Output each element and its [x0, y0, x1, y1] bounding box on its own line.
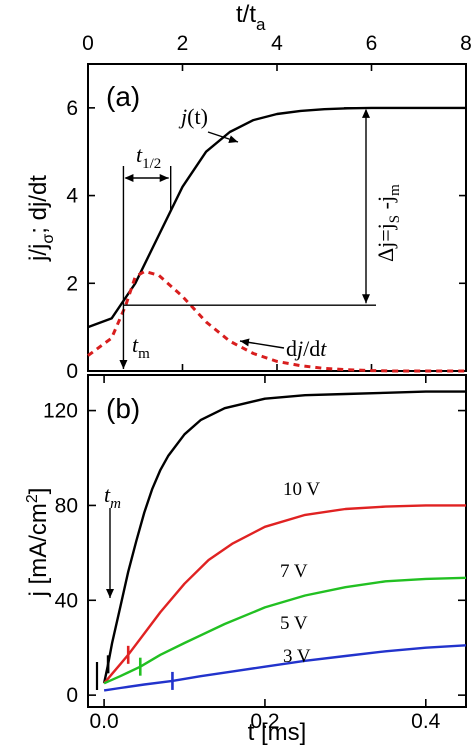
a-top-tick-label: 8 — [460, 32, 472, 55]
a-y-tick-label: 0 — [66, 360, 78, 383]
b-y-tick-label: 0 — [66, 684, 78, 707]
panel-a-y-axis-title: j/jσ; dj/dt — [25, 175, 57, 262]
panel-b-frame — [87, 374, 467, 708]
b-x-tick-label: 0.2 — [250, 710, 279, 733]
panel-a: 0 2 4 6 8 0 2 4 6 (a) t/ta j/jσ; dj/dt j(t) dj/d… — [25, 1, 472, 383]
series-label-3v: 3 V — [283, 646, 311, 667]
thalf-label: t1/2 — [136, 142, 161, 172]
b-y-tick-label: 120 — [43, 400, 78, 423]
djdt-leader-arrow — [239, 338, 285, 349]
delta-j-label: Δj=jS -jm — [373, 184, 403, 262]
series-line-5v — [103, 576, 467, 685]
panel-a-series — [87, 106, 466, 373]
panel-a-frame — [87, 63, 467, 372]
panel-a-annotations — [119, 107, 376, 369]
a-top-tick-label: 4 — [271, 32, 283, 55]
b-x-tick-label: 0.0 — [89, 710, 118, 733]
panel-b-y-axis-title: j [mA/cm2] — [24, 488, 52, 598]
a-top-tick-label: 6 — [366, 32, 378, 55]
b-x-tick-label: 0.4 — [411, 710, 441, 733]
panel-b-label: (b) — [106, 393, 140, 424]
panel-b-series — [102, 390, 467, 692]
djdt-label: dj/dt — [286, 336, 327, 361]
series-label-10v: 10 V — [283, 479, 320, 500]
a-top-tick-label: 0 — [82, 32, 94, 55]
panel-b-annotations — [95, 508, 114, 690]
series-label-7v: 7 V — [280, 561, 308, 582]
b-y-tick-label: 80 — [55, 494, 78, 517]
series-line-djdt — [87, 269, 466, 373]
a-y-tick-label: 2 — [66, 272, 78, 295]
jt-leader-arrow — [207, 131, 239, 143]
series-label-5v: 5 V — [280, 613, 308, 634]
b-y-tick-label: 40 — [55, 589, 78, 612]
panel-b-x-axis-title: t [ms] — [248, 719, 307, 746]
a-y-tick-label: 4 — [66, 185, 78, 208]
series-line-7v — [103, 504, 466, 685]
series-line-10v — [102, 390, 466, 684]
series-line-jt — [87, 106, 466, 329]
tm-label-b: tm — [104, 482, 121, 512]
a-y-tick-label: 6 — [66, 97, 78, 120]
panel-a-label: (a) — [106, 81, 140, 112]
panel-a-top-axis-title: t/ta — [236, 1, 266, 34]
panel-b-ticks: 0.0 0.2 0.4 0 40 80 120 — [43, 375, 466, 733]
jt-label: j(t) — [178, 104, 208, 129]
tm-label-a: tm — [132, 332, 150, 362]
a-top-tick-label: 2 — [177, 32, 189, 55]
series-line-3v — [103, 644, 467, 692]
